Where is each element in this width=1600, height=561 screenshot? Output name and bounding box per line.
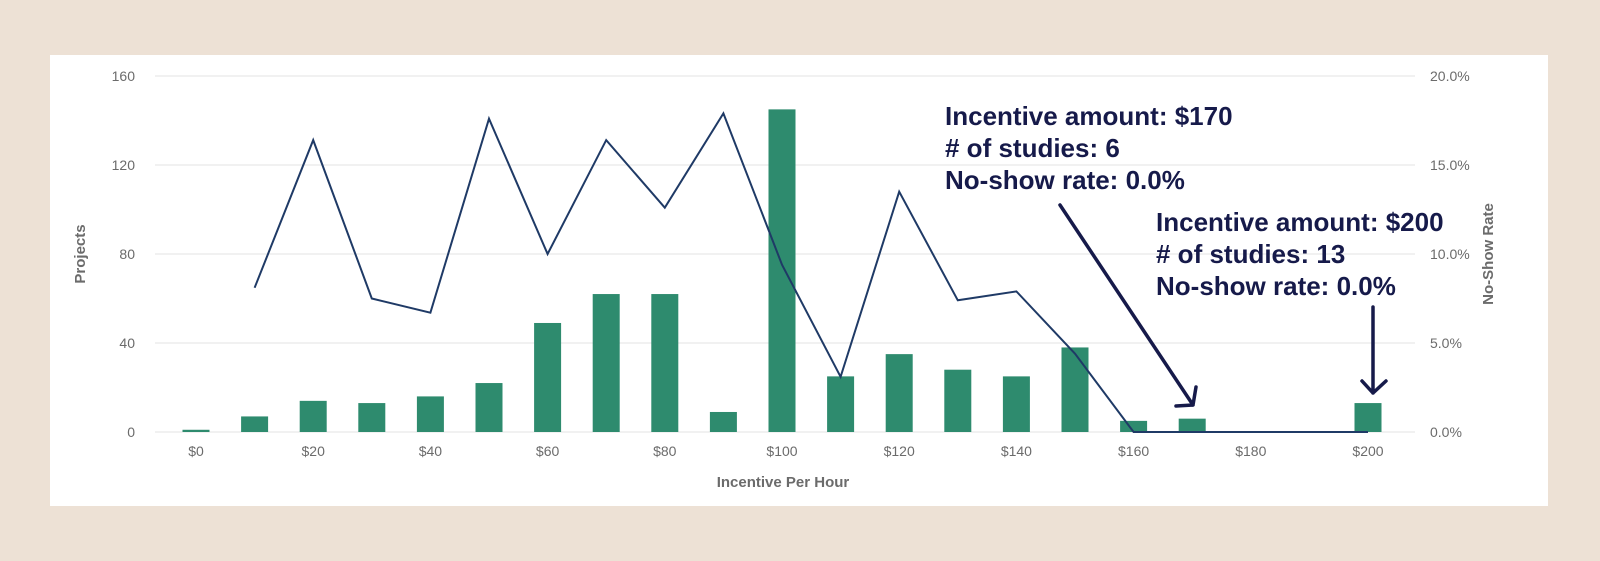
bar-0 [182,429,210,432]
bar-series [182,109,1382,432]
bar-130 [944,369,972,432]
chart-panel: 0 40 80 120 160 0.0% 5.0% 10.0% 15.0% 20.0% $0 $2… [50,55,1548,506]
y-axis-title: Projects [72,224,89,283]
x-tick-8: $160 [1118,443,1149,459]
y2-tick-3: 15.0% [1430,157,1470,173]
x-tick-7: $140 [1001,443,1032,459]
bar-140 [1002,376,1030,432]
annotation-200: Incentive amount: $200 # of studies: 13 … [1156,207,1444,395]
bar-80 [651,294,679,432]
x-tick-3: $60 [536,443,560,459]
x-tick-2: $40 [419,443,443,459]
x-tick-9: $180 [1235,443,1266,459]
bar-90 [709,411,737,432]
bar-160 [1120,420,1148,432]
bar-10 [241,416,269,432]
y2-axis-title: No-Show Rate [1480,203,1497,305]
y2-tick-4: 20.0% [1430,68,1470,84]
y2-tick-0: 0.0% [1430,424,1462,440]
annotation-170-line-3: No-show rate: 0.0% [945,165,1185,195]
bar-170 [1178,418,1206,432]
y-tick-0: 0 [127,424,135,440]
y-tick-2: 80 [119,246,135,262]
x-tick-4: $80 [653,443,677,459]
bar-30 [358,403,386,432]
x-tick-1: $20 [302,443,326,459]
x-tick-6: $120 [884,443,915,459]
bar-70 [592,294,620,432]
bar-200 [1354,403,1382,432]
bar-120 [885,354,913,432]
x-tick-5: $100 [766,443,797,459]
annotation-200-line-3: No-show rate: 0.0% [1156,271,1396,301]
y2-axis-ticks: 0.0% 5.0% 10.0% 15.0% 20.0% [1430,68,1470,440]
bar-60 [534,322,562,432]
line-series [253,111,1368,433]
annotation-200-line-1: Incentive amount: $200 [1156,207,1444,237]
x-tick-10: $200 [1352,443,1383,459]
y2-tick-1: 5.0% [1430,335,1462,351]
bar-100 [768,109,796,432]
annotation-200-arrow [1360,305,1388,395]
bar-40 [416,396,444,432]
bar-20 [299,400,327,432]
x-axis-ticks: $0 $20 $40 $60 $80 $100 $120 $140 $160 $180 $200 [188,443,1384,459]
annotation-170: Incentive amount: $170 # of studies: 6 N… [945,101,1233,408]
y2-tick-2: 10.0% [1430,246,1470,262]
x-tick-0: $0 [188,443,204,459]
no-show-line [253,111,1368,433]
bar-50 [475,383,503,432]
y-tick-1: 40 [119,335,135,351]
bar-110 [827,376,855,432]
annotation-170-line-1: Incentive amount: $170 [945,101,1233,131]
y-axis-ticks: 0 40 80 120 160 [112,68,136,440]
annotation-170-line-2: # of studies: 6 [945,133,1120,163]
y-tick-3: 120 [112,157,136,173]
x-axis-title: Incentive Per Hour [717,474,850,491]
annotation-200-line-2: # of studies: 13 [1156,239,1345,269]
annotation-170-arrow [1058,203,1198,408]
y-tick-4: 160 [112,68,136,84]
combo-chart: 0 40 80 120 160 0.0% 5.0% 10.0% 15.0% 20.0% $0 $2… [72,68,1497,491]
bar-150 [1061,347,1089,432]
